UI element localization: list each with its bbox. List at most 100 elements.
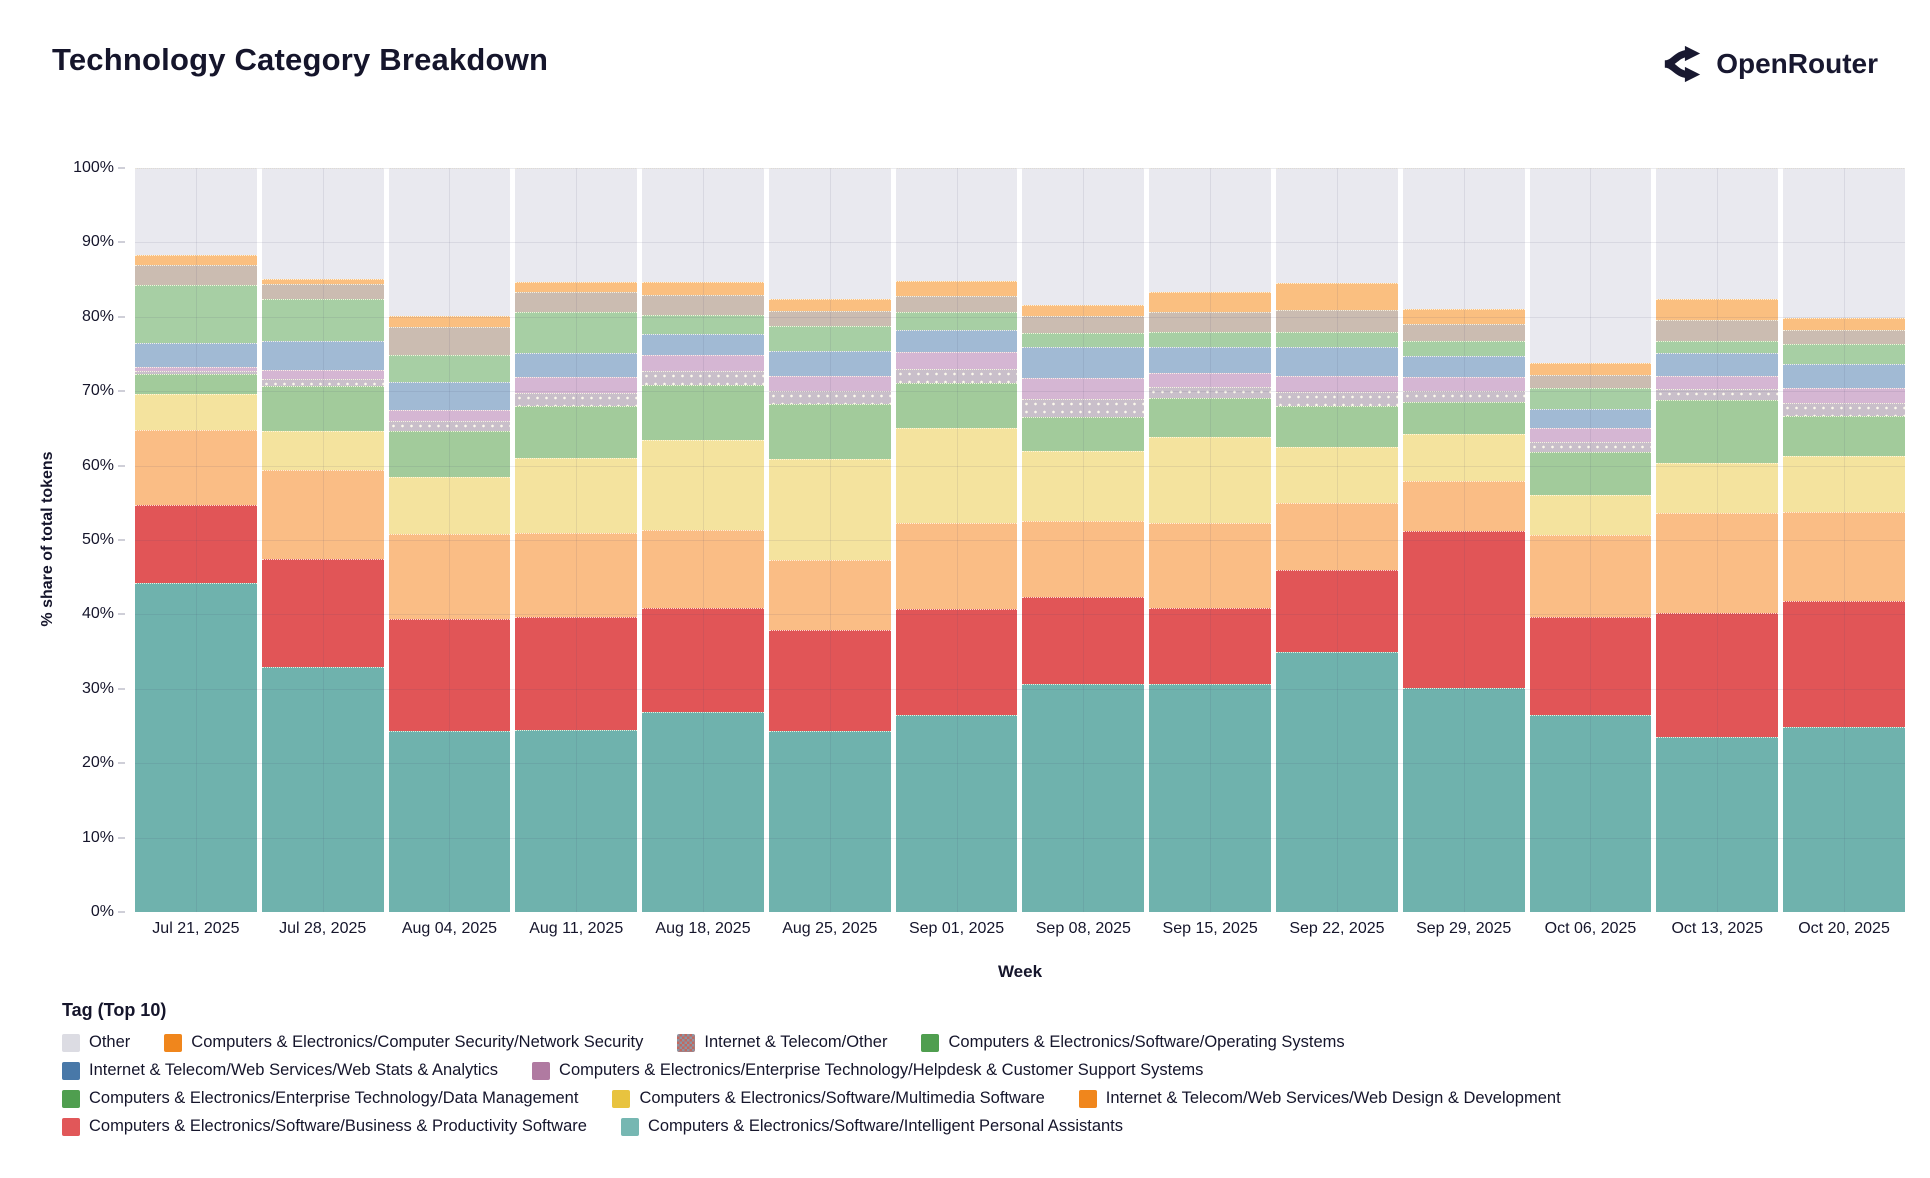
bar-segment[interactable] [895,351,1018,370]
bar-segment[interactable] [261,369,384,379]
bar-segment[interactable] [1022,399,1145,417]
bar-segment[interactable] [768,731,891,912]
bar-segment[interactable] [1529,409,1652,429]
bar-segment[interactable] [1529,714,1652,912]
bar-segment[interactable] [768,325,891,352]
bar-segment[interactable] [768,299,891,311]
bar-segment[interactable] [261,470,384,559]
bar-segment[interactable] [1783,330,1905,345]
bar-segment[interactable] [895,522,1018,610]
bar-segment[interactable] [1022,316,1145,334]
bar-segment[interactable] [1783,415,1905,456]
bar-segment[interactable] [515,168,638,282]
bar-segment[interactable] [1529,452,1652,495]
bar-segment[interactable] [895,296,1018,313]
bar-segment[interactable] [135,342,257,367]
bar-segment[interactable] [1402,323,1525,342]
bar-segment[interactable] [1022,377,1145,400]
bar-segment[interactable] [1656,319,1779,341]
bar-segment[interactable] [1149,397,1272,437]
bar-segment[interactable] [895,609,1018,715]
bar-segment[interactable] [895,281,1018,297]
bar-segment[interactable] [1656,463,1779,514]
bar-segment[interactable] [642,281,764,295]
bar-segment[interactable] [515,616,638,730]
bar-segment[interactable] [515,406,638,459]
bar-segment[interactable] [768,403,891,459]
bar-segment[interactable] [1149,607,1272,684]
bar-segment[interactable] [1276,406,1398,448]
bar-segment[interactable] [1276,375,1398,393]
legend-item[interactable]: Other [62,1033,130,1052]
bar-segment[interactable] [768,458,891,561]
bar-segment[interactable] [1402,688,1525,912]
bar-segment[interactable] [1276,569,1398,652]
bar-segment[interactable] [642,607,764,712]
bar-segment[interactable] [1402,377,1525,391]
bar-segment[interactable] [1783,726,1905,912]
bar-segment[interactable] [135,429,257,506]
bar-segment[interactable] [135,505,257,584]
bar-segment[interactable] [135,394,257,430]
bar-Jul 28, 2025[interactable] [261,168,384,912]
bar-segment[interactable] [642,333,764,355]
legend-item[interactable]: Computers & Electronics/Enterprise Techn… [62,1089,578,1108]
bar-segment[interactable] [642,384,764,441]
bar-segment[interactable] [515,393,638,407]
bar-segment[interactable] [1276,447,1398,503]
bar-Sep 22, 2025[interactable] [1276,168,1398,912]
legend-item[interactable]: Computers & Electronics/Computer Securit… [164,1033,643,1052]
bar-segment[interactable] [1783,168,1905,318]
bar-Sep 01, 2025[interactable] [895,168,1018,912]
bar-Oct 06, 2025[interactable] [1529,168,1652,912]
bar-segment[interactable] [1022,333,1145,347]
bar-segment[interactable] [388,168,511,317]
bar-segment[interactable] [1022,451,1145,522]
bar-segment[interactable] [1783,601,1905,727]
legend-item[interactable]: Computers & Electronics/Software/Operati… [921,1033,1345,1052]
bar-segment[interactable] [1656,375,1779,390]
bar-segment[interactable] [1276,310,1398,332]
bar-segment[interactable] [261,558,384,668]
bar-segment[interactable] [1656,340,1779,353]
bar-segment[interactable] [642,315,764,334]
bar-segment[interactable] [388,476,511,535]
bar-segment[interactable] [1783,403,1905,416]
bar-segment[interactable] [261,284,384,299]
bar-segment[interactable] [1529,534,1652,617]
bar-segment[interactable] [895,427,1018,523]
bar-segment[interactable] [1656,400,1779,464]
bar-segment[interactable] [1529,168,1652,363]
bar-segment[interactable] [642,294,764,316]
bar-Aug 25, 2025[interactable] [768,168,891,912]
bar-segment[interactable] [388,327,511,355]
bar-segment[interactable] [1402,434,1525,481]
bar-segment[interactable] [1529,494,1652,535]
bar-segment[interactable] [1529,616,1652,715]
bar-segment[interactable] [1402,168,1525,309]
bar-segment[interactable] [1022,683,1145,912]
bar-segment[interactable] [1529,388,1652,410]
bar-segment[interactable] [1656,168,1779,300]
bar-segment[interactable] [135,264,257,285]
bar-Aug 11, 2025[interactable] [515,168,638,912]
bar-segment[interactable] [1149,168,1272,293]
legend-item[interactable]: Computers & Electronics/Software/Multime… [612,1089,1045,1108]
bar-Sep 15, 2025[interactable] [1149,168,1272,912]
bar-segment[interactable] [261,299,384,342]
bar-Oct 20, 2025[interactable] [1783,168,1905,912]
bar-segment[interactable] [642,371,764,385]
bar-segment[interactable] [1783,317,1905,331]
bar-segment[interactable] [1656,737,1779,912]
bar-segment[interactable] [515,532,638,617]
bar-segment[interactable] [1149,372,1272,387]
bar-segment[interactable] [261,667,384,912]
bar-segment[interactable] [1149,436,1272,523]
bar-segment[interactable] [135,366,257,371]
bar-segment[interactable] [895,312,1018,330]
bar-Aug 04, 2025[interactable] [388,168,511,912]
bar-segment[interactable] [515,281,638,293]
bar-segment[interactable] [1149,522,1272,608]
bar-segment[interactable] [1783,344,1905,365]
bar-segment[interactable] [515,377,638,394]
